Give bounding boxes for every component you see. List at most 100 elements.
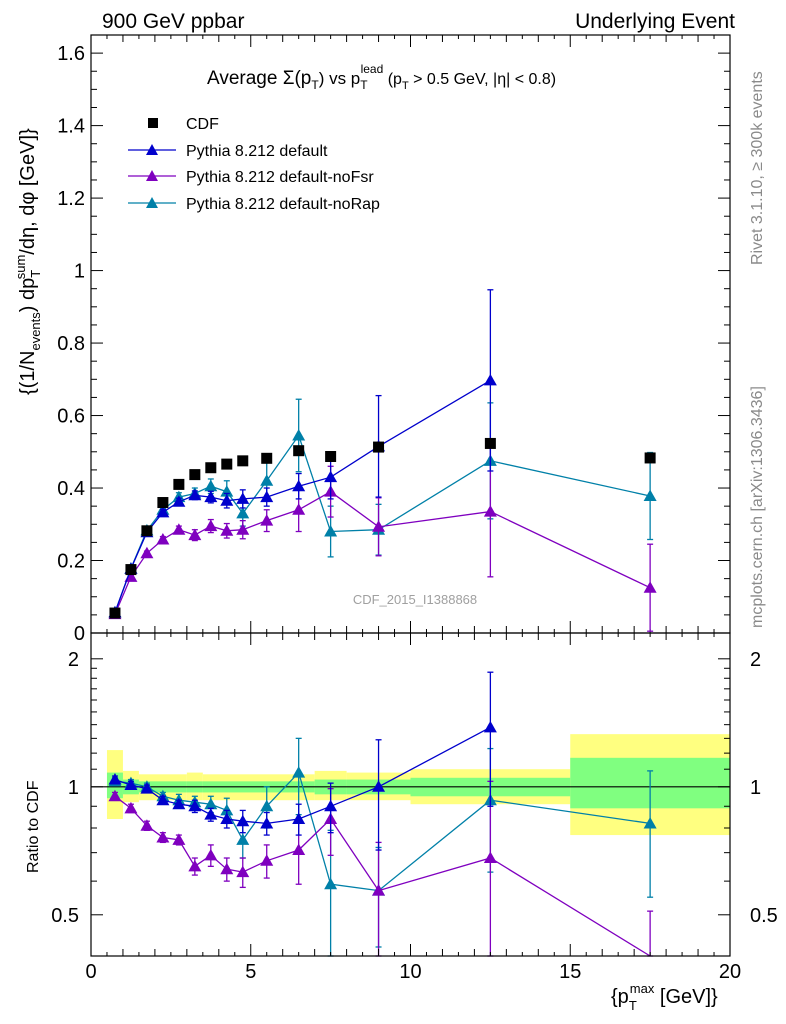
main-plot: 0 0.2 0.4 0.6 0.8 1 1.2 1.4 1.6 Average Σ(pT) vs… [13,34,731,645]
x-tick-label: 20 [719,961,741,983]
data-point [140,819,154,831]
mcplots-label: mcplots.cern.ch [arXiv:1306.3436] [749,386,766,628]
data-point [236,492,250,504]
legend-item-cdf: CDF [148,116,219,133]
data-point [204,848,218,861]
data-point [236,506,250,519]
data-point [188,859,202,872]
legend-marker-cdf [148,118,158,128]
data-point [220,862,234,875]
data-point [236,833,250,845]
y-tick-label: 0.4 [57,478,85,500]
series-line [114,434,651,613]
ratio-series-layer [108,671,657,957]
y-tick-label: 0.2 [57,551,85,573]
data-point [172,797,186,810]
data-point [236,814,250,827]
plot-title: Average Σ(pT) vs pTlead (pT > 0.5 GeV, |… [207,62,556,92]
data-point [484,437,496,449]
data-point [483,720,497,733]
data-point [236,523,250,535]
data-point [643,581,657,593]
data-point [643,816,657,829]
data-point [483,373,497,386]
data-point [124,778,138,790]
data-point [292,503,306,515]
data-point [125,564,137,576]
y-tick-label: 1.4 [57,116,85,138]
legend-marker-nofsr [146,170,158,181]
y-tick-label: 1.2 [57,188,85,210]
header-right: Underlying Event [575,10,735,33]
data-point [156,505,170,518]
rivet-label: Rivet 3.1.10, ≥ 300k events [749,71,766,265]
data-point [324,470,338,483]
data-point [141,525,153,537]
data-point [260,816,274,829]
legend-label-norap: Pythia 8.212 default-noRap [186,196,380,213]
data-point [372,884,386,896]
data-point [189,469,201,481]
legend-marker-default [146,144,158,155]
ratio-y-tick-label: 0.5 [51,905,79,927]
y-tick-label: 0.8 [57,333,85,355]
header-left: 900 GeV ppbar [102,10,244,33]
data-point [260,490,274,503]
data-point [204,490,218,503]
y-tick-label: 1 [74,261,85,283]
svg-text:{(1/Nevents) dpTsum/dη, dφ [Ge: {(1/Nevents) dpTsum/dη, dφ [GeV]} [13,128,43,395]
data-point [220,524,234,536]
x-tick-label: 5 [245,961,256,983]
data-point [220,494,234,506]
legend: CDF Pythia 8.212 default Pythia 8.212 de… [128,116,380,213]
data-point [140,782,154,794]
legend-label-nofsr: Pythia 8.212 default-noFsr [186,169,374,186]
data-point [292,812,306,824]
y-tick-label: 1.6 [57,43,85,65]
legend-item-default: Pythia 8.212 default [128,143,328,160]
data-point [372,520,386,532]
series-main-3 [108,398,657,618]
x-axis-label: {pTmax [GeV]} [611,981,718,1013]
data-point [109,607,121,619]
data-point [483,851,497,864]
data-point [205,462,217,474]
data-point [156,793,170,806]
data-point [325,450,337,462]
main-y-tick-labels: 0 0.2 0.4 0.6 0.8 1 1.2 1.4 1.6 [57,43,85,645]
data-point [324,877,338,890]
ratio-uncertainty-bands [106,734,730,836]
data-point [373,441,385,453]
ratio-y-ticks: 0.5 0.5 1 1 2 2 [51,649,778,927]
series-cdf [109,437,656,619]
ratio-plot: 0.5 0.5 1 1 2 2 0 5 10 15 20 Ratio to CDF {pTmax … [25,632,778,1013]
series-ratio-0 [108,671,497,851]
data-point [124,801,138,814]
data-point [292,428,306,441]
ratio-y-tick-label: 2 [68,649,79,671]
data-point [643,489,657,502]
ratio-y-tick-label: 1 [68,777,79,799]
legend-item-nofsr: Pythia 8.212 default-noFsr [128,169,374,186]
legend-label-default: Pythia 8.212 default [186,143,328,160]
data-point [156,532,170,545]
x-tick-label: 0 [85,961,96,983]
data-point [157,497,169,509]
data-point [292,843,306,856]
main-series-layer [108,289,657,632]
data-point [260,514,274,526]
analysis-watermark: CDF_2015_I1388868 [353,592,477,607]
data-point [172,495,186,507]
ratio-y-tick-label: 1 [750,777,761,799]
data-point [644,452,656,464]
ratio-y-axis-label: Ratio to CDF [25,780,42,873]
x-tick-label: 10 [399,961,421,983]
series-line [114,795,651,957]
data-point [260,799,274,812]
data-point [108,789,122,802]
data-point [204,808,218,820]
legend-marker-norap [146,197,158,208]
y-tick-label: 0 [74,623,85,645]
legend-label-cdf: CDF [186,116,219,133]
data-point [204,519,218,532]
